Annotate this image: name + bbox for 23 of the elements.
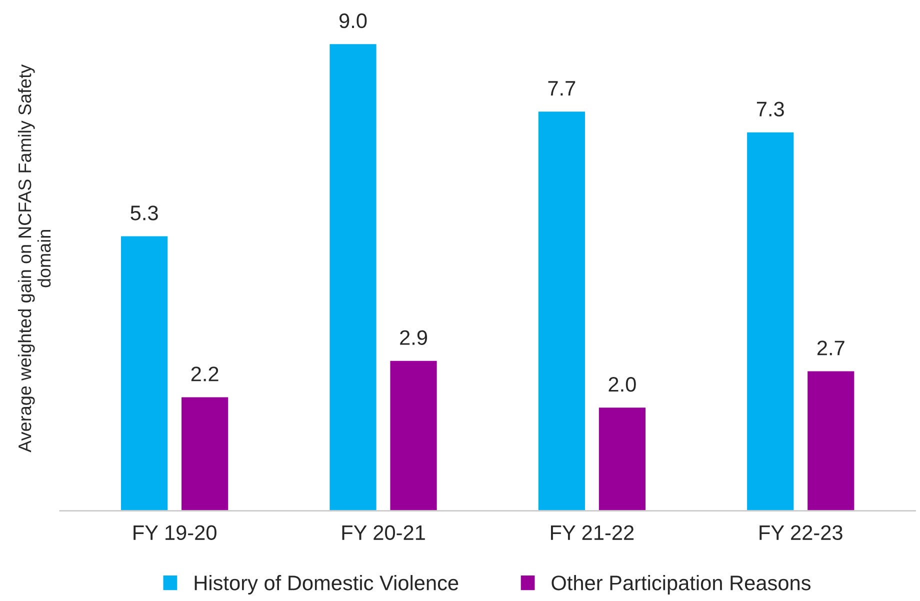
x-tick-label: FY 21-22: [550, 525, 634, 540]
data-label: 2.0: [608, 376, 636, 392]
data-label: 2.2: [191, 366, 218, 382]
bar: [328, 42, 378, 511]
x-tick-label: FY 22-23: [760, 525, 842, 540]
data-label: 9.0: [339, 13, 367, 28]
x-tick-label: FY 19-20: [134, 525, 216, 540]
legend-label: History of Domestic Violence: [194, 575, 458, 594]
data-label: 5.3: [130, 206, 158, 220]
data-label: 7.7: [548, 81, 576, 96]
bar: [598, 406, 647, 511]
data-label: 2.9: [400, 330, 428, 345]
bar: [746, 131, 796, 511]
y-axis-title: Average weighted gain on NCFAS Family Safety domain: [18, 64, 51, 452]
data-label: 7.3: [756, 102, 784, 116]
x-tick-label: FY 20-21: [342, 525, 425, 540]
bar: [388, 360, 438, 511]
legend-label: Other Participation Reasons: [552, 575, 811, 594]
bar: [120, 234, 170, 511]
data-label: 2.7: [817, 340, 844, 356]
bar: [536, 110, 586, 511]
bar: [180, 396, 230, 511]
bar: [806, 370, 856, 511]
